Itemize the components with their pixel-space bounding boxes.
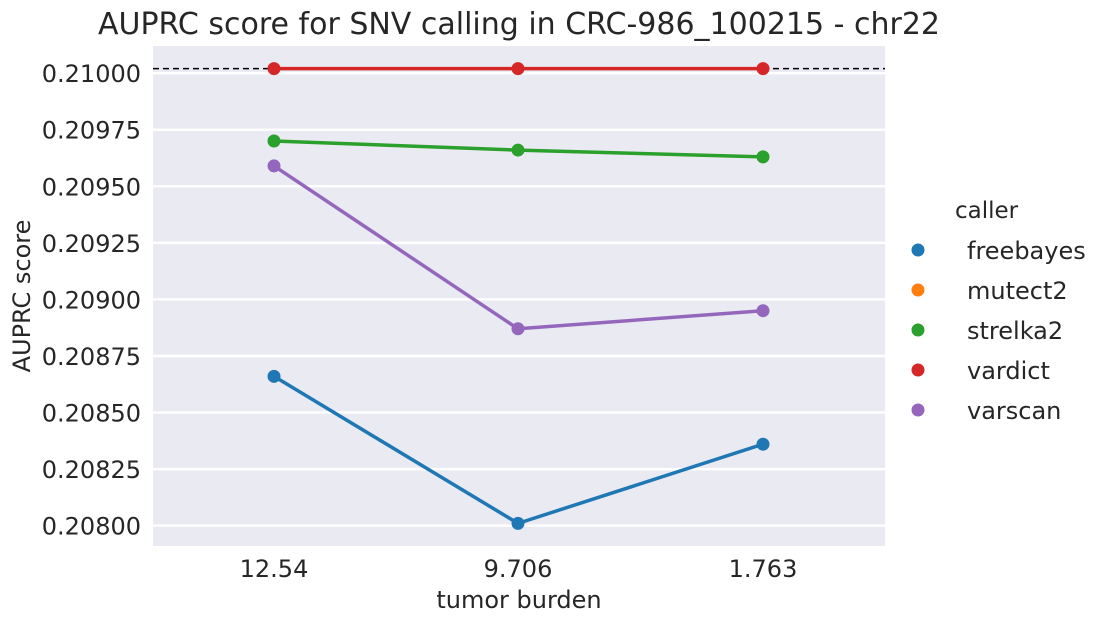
x-tick-label: 1.763 <box>729 555 798 583</box>
legend-marker <box>911 403 925 417</box>
series-freebayes <box>267 369 770 530</box>
y-tick-label: 0.20825 <box>42 456 141 484</box>
legend-label: vardict <box>967 357 1050 385</box>
y-tick-label: 0.21000 <box>42 60 141 88</box>
plot-background <box>153 46 885 546</box>
y-tick-labels: 0.20800 0.20825 0.20850 0.20875 0.20900 0.209… <box>42 60 141 540</box>
data-point <box>511 322 525 336</box>
data-point <box>267 62 281 76</box>
x-tick-label: 12.54 <box>240 555 309 583</box>
legend-marker <box>911 363 925 377</box>
data-point <box>511 516 525 530</box>
y-tick-label: 0.20875 <box>42 343 141 371</box>
data-point <box>756 437 770 451</box>
series-vardict <box>267 62 770 76</box>
legend-title: caller <box>955 198 1019 224</box>
x-tick-labels: 12.54 9.706 1.763 <box>240 555 798 583</box>
legend-label: mutect2 <box>967 277 1068 305</box>
y-tick-label: 0.20850 <box>42 400 141 428</box>
legend-marker <box>911 283 925 297</box>
data-point <box>511 143 525 157</box>
x-axis-label: tumor burden <box>436 586 601 614</box>
data-point <box>267 369 281 383</box>
data-point <box>756 62 770 76</box>
data-point <box>511 62 525 76</box>
x-tick-label: 9.706 <box>484 555 553 583</box>
y-tick-label: 0.20975 <box>42 117 141 145</box>
data-point <box>756 150 770 164</box>
y-axis-label: AUPRC score <box>8 220 36 373</box>
legend-label: freebayes <box>967 237 1086 265</box>
y-tick-label: 0.20900 <box>42 286 141 314</box>
y-tick-label: 0.20950 <box>42 173 141 201</box>
data-point <box>756 304 770 318</box>
legend-marker <box>911 323 925 337</box>
data-point <box>267 159 281 173</box>
legend-label: strelka2 <box>967 317 1063 345</box>
series-varscan <box>267 159 770 336</box>
legend-label: varscan <box>967 397 1061 425</box>
series-lines <box>267 62 770 530</box>
series-strelka2 <box>267 134 770 164</box>
legend-marker <box>911 243 925 257</box>
y-tick-label: 0.20800 <box>42 513 141 541</box>
chart-title: AUPRC score for SNV calling in CRC-986_1… <box>98 7 940 42</box>
data-point <box>267 134 281 148</box>
legend: caller freebayes mutect2 strelka2 vardict va… <box>911 198 1086 425</box>
y-tick-label: 0.20925 <box>42 230 141 258</box>
